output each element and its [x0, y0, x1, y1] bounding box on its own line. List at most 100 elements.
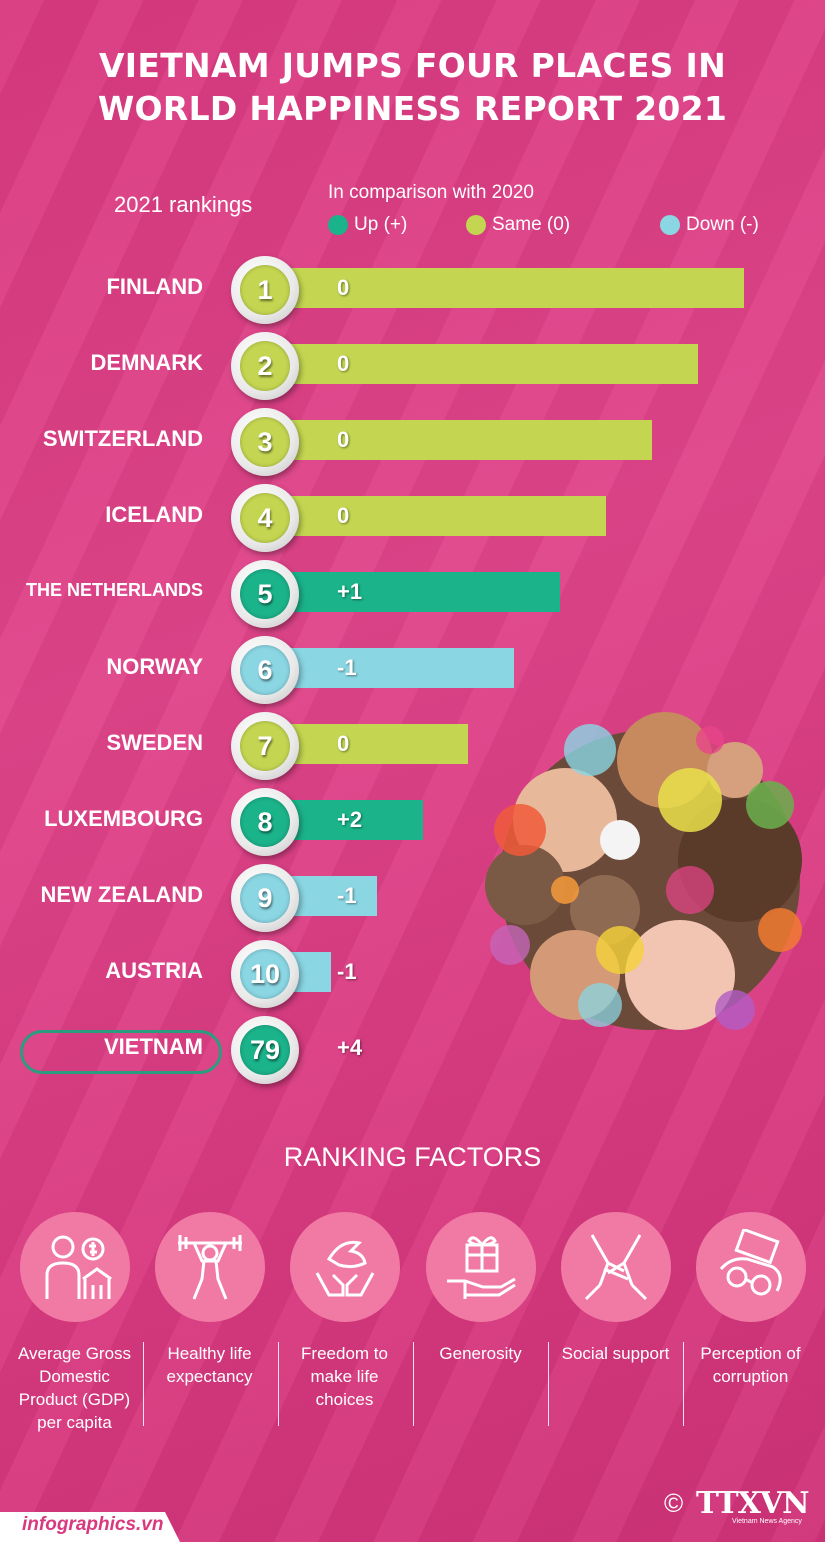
ranking-row: AUSTRIA -1 10: [0, 940, 825, 1008]
rank-change-value: +1: [337, 579, 363, 604]
rank-change-value: 0: [337, 503, 350, 528]
factor-freedom-label: Freedom to make life choices: [301, 1344, 388, 1409]
color-bubble: [666, 866, 714, 914]
factor-divider: [413, 1342, 414, 1426]
ranking-bar: [268, 572, 560, 612]
factor-divider: [143, 1342, 144, 1426]
legend-same-dot: [466, 215, 486, 235]
rank-change-value: 0: [337, 351, 350, 376]
legend-same-label: Same (0): [492, 214, 571, 235]
ranking-bar: [268, 268, 744, 308]
color-bubble: [758, 908, 802, 952]
ranking-bar: [268, 648, 514, 688]
country-name: VIETNAM: [104, 1034, 203, 1059]
rank-number: 1: [240, 265, 290, 315]
rank-change-value: 0: [337, 731, 350, 756]
vietnam-highlight-outline: [20, 1030, 222, 1074]
rank-number: 2: [240, 341, 290, 391]
country-name: AUSTRIA: [105, 958, 203, 983]
ranking-row: NORWAY -1 6: [0, 636, 825, 704]
rank-number: 3: [240, 417, 290, 467]
rank-badge: 79: [231, 1016, 299, 1084]
factor-corruption-label: Perception of corruption: [700, 1344, 801, 1386]
rank-number: 79: [240, 1025, 290, 1075]
face-bubble: [600, 820, 640, 860]
color-bubble: [715, 990, 755, 1030]
happy-faces-collage: [485, 712, 802, 1030]
legend-up: Up (+): [328, 214, 407, 236]
legend-down-dot: [660, 215, 680, 235]
country-name: THE NETHERLANDS: [25, 580, 203, 600]
rank-number: 5: [240, 569, 290, 619]
country-name: FINLAND: [106, 274, 203, 299]
color-bubble: [564, 724, 616, 776]
country-name: DEMNARK: [90, 350, 203, 375]
ranking-bar: [268, 420, 652, 460]
brand-subtitle: Vietnam News Agency: [732, 1518, 802, 1525]
rank-number: 6: [240, 645, 290, 695]
color-bubble: [578, 983, 622, 1027]
legend-down-label: Down (-): [686, 214, 759, 235]
footer-band: [0, 1512, 180, 1542]
face-bubble: [707, 742, 763, 798]
country-name: LUXEMBOURG: [44, 806, 203, 831]
color-bubble: [494, 804, 546, 856]
rankings-header: 2021 rankings: [114, 192, 253, 217]
factor-corruption: Perception of corruption: [683, 1212, 818, 1388]
color-bubble: [696, 726, 724, 754]
handcuffed-money-icon: [695, 1212, 806, 1322]
ranking-row: SWEDEN 0 7: [0, 712, 825, 780]
rank-change-value: -1: [337, 959, 357, 984]
factor-freedom: Freedom to make life choices: [277, 1212, 412, 1411]
country-name: SWEDEN: [106, 730, 203, 755]
country-name: SWITZERLAND: [42, 426, 203, 451]
rank-badge: 4: [231, 484, 299, 552]
factor-gdp-label: Average Gross Domestic Product (GDP) per…: [17, 1344, 132, 1432]
factor-social: Social support: [548, 1212, 683, 1365]
brand-logo: TTXVN: [696, 1486, 810, 1521]
ranking-bar: [268, 496, 606, 536]
ranking-row: THE NETHERLANDS +1 5: [0, 560, 825, 628]
dove-hands-icon: [289, 1212, 400, 1322]
country-name: ICELAND: [105, 502, 203, 527]
weightlifter-icon: [154, 1212, 265, 1322]
rank-badge: 8: [231, 788, 299, 856]
rank-badge: 10: [231, 940, 299, 1008]
ranking-bar: [268, 724, 468, 764]
rank-number: 8: [240, 797, 290, 847]
ranking-bar: [268, 344, 698, 384]
rank-number: 4: [240, 493, 290, 543]
rank-badge: 9: [231, 864, 299, 932]
factor-health: Healthy life expectancy: [142, 1212, 277, 1388]
rank-badge: 1: [231, 256, 299, 324]
legend-up-dot: [328, 215, 348, 235]
face-bubble: [485, 845, 565, 925]
comparison-header: In comparison with 2020: [328, 182, 534, 203]
ranking-row: DEMNARK 0 2: [0, 332, 825, 400]
factor-social-label: Social support: [561, 1344, 670, 1363]
legend-same: Same (0): [466, 214, 570, 236]
rank-number: 9: [240, 873, 290, 923]
footer-site-link[interactable]: infographics.vn: [22, 1514, 164, 1535]
rank-number: 10: [240, 949, 290, 999]
country-name: NEW ZEALAND: [40, 882, 203, 907]
ranking-row: LUXEMBOURG +2 8: [0, 788, 825, 856]
title-line-2: WORLD HAPPINESS REPORT 2021: [97, 89, 728, 128]
page-title: VIETNAM JUMPS FOUR PLACES IN WORLD HAPPI…: [0, 44, 825, 130]
ranking-factors-title: RANKING FACTORS: [283, 1142, 542, 1172]
ranking-row: NEW ZEALAND -1 9: [0, 864, 825, 932]
rank-badge: 5: [231, 560, 299, 628]
color-bubble: [596, 926, 644, 974]
factor-gdp: Average Gross Domestic Product (GDP) per…: [7, 1212, 142, 1434]
color-bubble: [746, 781, 794, 829]
factor-generosity: Generosity: [413, 1212, 548, 1365]
legend-up-label: Up (+): [354, 214, 408, 235]
rank-badge: 2: [231, 332, 299, 400]
rank-badge: 7: [231, 712, 299, 780]
rank-number: 7: [240, 721, 290, 771]
face-bubble: [625, 920, 735, 1030]
rank-badge: 3: [231, 408, 299, 476]
businessman-money-icon: [19, 1212, 130, 1322]
color-bubble: [658, 768, 722, 832]
color-bubble: [551, 876, 579, 904]
